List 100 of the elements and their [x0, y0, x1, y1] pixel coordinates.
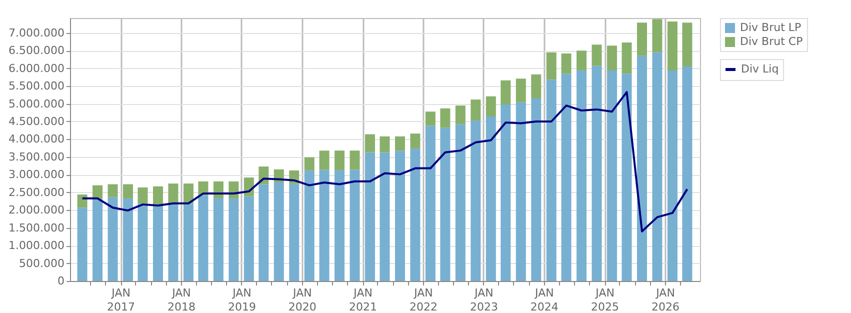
bar: [304, 170, 314, 281]
bar: [213, 198, 224, 281]
bar: [394, 150, 405, 281]
bar: [365, 152, 376, 281]
bar: [123, 198, 134, 281]
bar: [319, 170, 330, 281]
x-tick-label: JAN 2019: [228, 286, 256, 313]
bar: [592, 44, 602, 66]
bar: [682, 66, 692, 281]
x-tick-label: JAN 2025: [591, 286, 620, 313]
bar: [531, 74, 542, 98]
y-tick-label: 1.500.000: [8, 221, 64, 234]
bar: [561, 53, 572, 74]
bar: [228, 198, 239, 281]
bar: [168, 204, 178, 281]
x-tick-label: JAN 2024: [530, 286, 558, 313]
bar: [319, 150, 330, 170]
bar: [592, 66, 602, 281]
y-tick-label: 2.000.000: [8, 204, 64, 217]
y-tick-label: 6.500.000: [8, 44, 64, 58]
bar: [168, 184, 178, 204]
bar: [546, 52, 556, 80]
bar: [470, 100, 481, 120]
bar: [500, 104, 511, 281]
bar: [77, 208, 88, 281]
bar: [622, 74, 632, 281]
bar: [350, 150, 360, 170]
bar: [289, 184, 300, 281]
legend-label: Div Liq: [741, 62, 779, 76]
legend-label: Div Brut CP: [740, 35, 804, 48]
bar: [576, 70, 587, 281]
y-tick-label: 3.000.000: [8, 168, 64, 182]
bar: [334, 170, 345, 281]
bar: [636, 22, 647, 56]
line-series: [81, 91, 688, 232]
y-tick-label: 6.000.000: [8, 62, 64, 75]
bar: [92, 185, 103, 199]
bar: [380, 136, 390, 152]
bar: [652, 52, 662, 281]
bar: [470, 120, 481, 281]
bar: [500, 80, 511, 104]
y-tick-label: 4.500.000: [8, 115, 64, 128]
y-tick-label: 4.000.000: [8, 132, 64, 146]
y-tick-label: 2.500.000: [8, 186, 64, 199]
x-tick-label: JAN 2017: [107, 286, 136, 313]
bar: [152, 204, 163, 281]
bar: [152, 186, 163, 204]
x-tick-label: JAN 2022: [410, 286, 438, 313]
bar: [258, 184, 269, 281]
bar: [455, 124, 466, 281]
bar: [123, 184, 134, 198]
x-tick-label: JAN 2026: [652, 286, 680, 313]
bar: [108, 184, 118, 198]
x-tick-label: JAN 2018: [168, 286, 196, 313]
bar: [365, 134, 376, 152]
bar: [183, 184, 194, 204]
bar: [516, 78, 526, 102]
bar: [183, 204, 194, 281]
bar: [667, 22, 678, 70]
legend-label: Div Brut LP: [740, 21, 802, 34]
bar: [682, 22, 692, 67]
bar: [138, 204, 148, 281]
bar: [198, 195, 208, 281]
bar: [138, 187, 148, 204]
y-tick-label: 500.000: [19, 256, 64, 270]
bar: [410, 148, 420, 281]
bar: [576, 50, 587, 70]
y-tick-label: 5.000.000: [8, 97, 64, 110]
bar: [304, 157, 314, 170]
bar: [652, 19, 662, 52]
y-tick-label: 3.500.000: [8, 150, 64, 164]
bar: [410, 134, 420, 148]
bar: [516, 102, 526, 281]
x-tick-label: JAN 2021: [349, 286, 378, 313]
y-tick-label: 5.500.000: [8, 80, 64, 93]
bar: [350, 170, 360, 281]
bar: [531, 98, 542, 281]
bar: [77, 194, 88, 208]
bar: [636, 56, 647, 281]
bar: [440, 128, 450, 281]
bar: [334, 150, 345, 170]
bar: [425, 112, 436, 126]
y-tick-label: 1.000.000: [8, 239, 64, 252]
bar: [455, 106, 466, 124]
bar: [607, 70, 618, 281]
bar: [274, 182, 284, 281]
bar: [108, 197, 118, 281]
bar: [561, 74, 572, 281]
bar: [486, 116, 496, 281]
bar: [486, 96, 496, 117]
bar: [622, 42, 632, 74]
bar: [380, 152, 390, 281]
bar: [667, 70, 678, 281]
y-tick-label: 0: [58, 274, 64, 288]
bar: [92, 198, 103, 281]
y-tick-label: 7.000.000: [8, 26, 64, 40]
x-tick-label: JAN 2020: [288, 286, 316, 313]
bar: [425, 126, 436, 281]
bar: [440, 108, 450, 128]
bar: [607, 46, 618, 70]
